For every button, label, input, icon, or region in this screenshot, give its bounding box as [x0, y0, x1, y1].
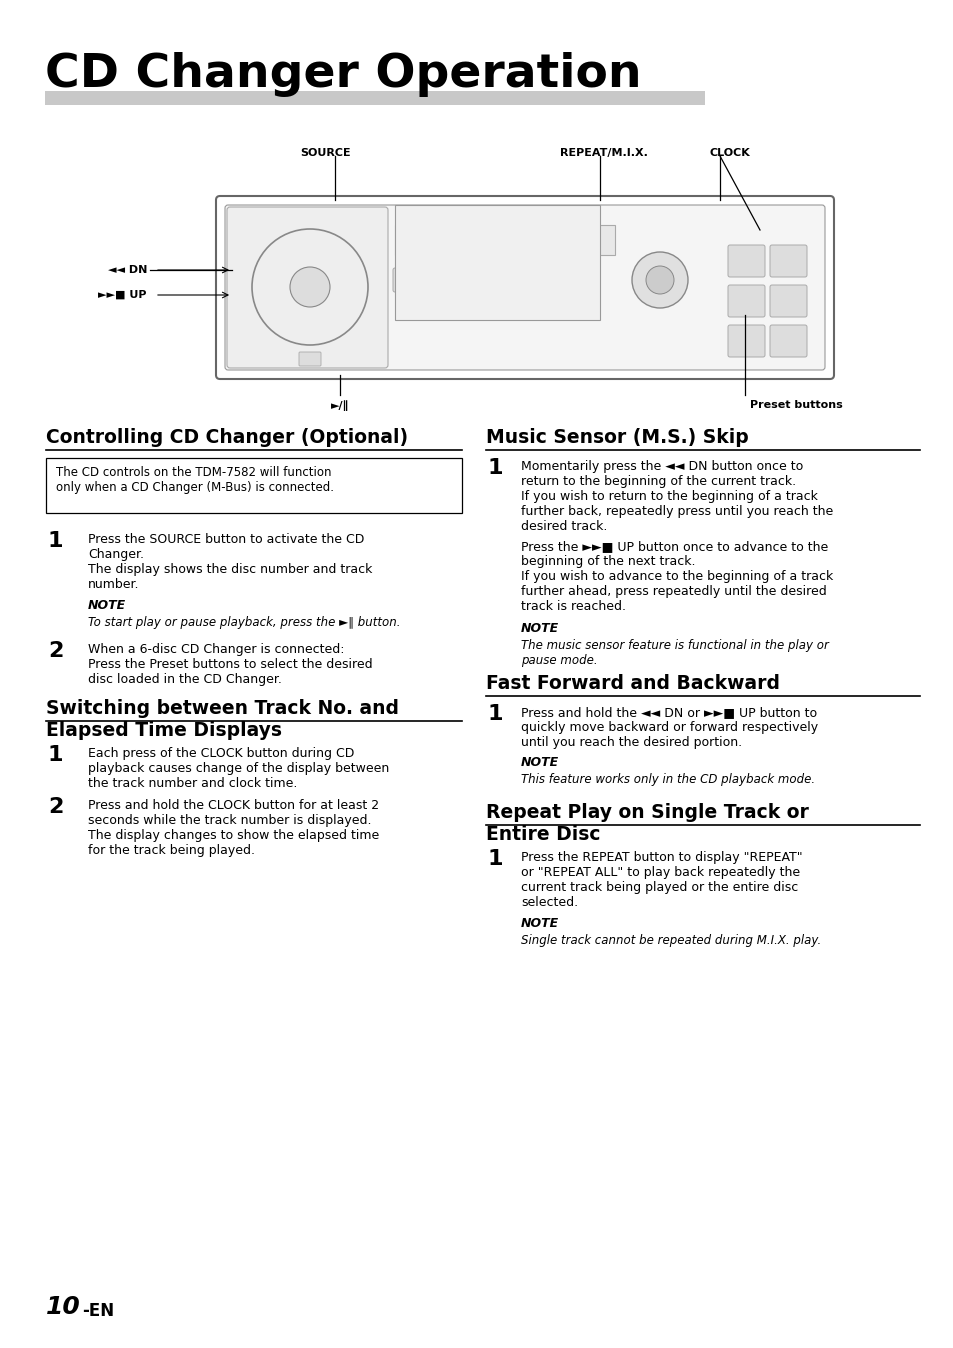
Text: 2: 2 [48, 642, 63, 661]
Text: CD Changer Operation: CD Changer Operation [45, 53, 641, 97]
Text: 1: 1 [48, 745, 64, 766]
FancyBboxPatch shape [727, 245, 764, 276]
Circle shape [290, 267, 330, 307]
Text: ◄◄ DN: ◄◄ DN [108, 266, 147, 275]
Text: -EN: -EN [82, 1302, 114, 1320]
Text: This feature works only in the CD playback mode.: This feature works only in the CD playba… [520, 772, 814, 786]
Circle shape [631, 252, 687, 307]
FancyBboxPatch shape [395, 225, 615, 255]
FancyBboxPatch shape [215, 195, 833, 379]
Text: 1: 1 [488, 458, 503, 479]
Text: Momentarily press the ◄◄ DN button once to
return to the beginning of the curren: Momentarily press the ◄◄ DN button once … [520, 460, 832, 532]
Text: The CD controls on the TDM-7582 will function
only when a CD Changer (M-Bus) is : The CD controls on the TDM-7582 will fun… [56, 466, 334, 493]
FancyBboxPatch shape [442, 268, 484, 293]
Text: REPEAT/M.I.X.: REPEAT/M.I.X. [559, 148, 647, 158]
Text: ►/∥: ►/∥ [331, 400, 349, 411]
FancyBboxPatch shape [393, 268, 435, 293]
Text: NOTE: NOTE [520, 917, 558, 930]
Text: NOTE: NOTE [520, 756, 558, 768]
Text: 1: 1 [488, 849, 503, 869]
FancyBboxPatch shape [769, 245, 806, 276]
Text: NOTE: NOTE [88, 599, 126, 612]
FancyBboxPatch shape [727, 325, 764, 357]
Text: Each press of the CLOCK button during CD
playback causes change of the display b: Each press of the CLOCK button during CD… [88, 747, 389, 790]
FancyBboxPatch shape [227, 208, 388, 368]
Circle shape [645, 266, 673, 294]
Text: Press and hold the ◄◄ DN or ►►■ UP button to
quickly move backward or forward re: Press and hold the ◄◄ DN or ►►■ UP butto… [520, 706, 818, 749]
Text: Controlling CD Changer (Optional): Controlling CD Changer (Optional) [46, 429, 408, 448]
Text: Repeat Play on Single Track or
Entire Disc: Repeat Play on Single Track or Entire Di… [485, 803, 808, 844]
Text: 1: 1 [48, 531, 64, 551]
Text: The music sensor feature is functional in the play or
pause mode.: The music sensor feature is functional i… [520, 639, 828, 667]
Text: Fast Forward and Backward: Fast Forward and Backward [485, 674, 780, 693]
Text: CLOCK: CLOCK [709, 148, 750, 158]
Text: 2: 2 [48, 797, 63, 817]
Text: Music Sensor (M.S.) Skip: Music Sensor (M.S.) Skip [485, 429, 748, 448]
FancyBboxPatch shape [298, 352, 320, 367]
FancyBboxPatch shape [769, 325, 806, 357]
FancyBboxPatch shape [395, 205, 599, 319]
Text: Single track cannot be repeated during M.I.X. play.: Single track cannot be repeated during M… [520, 934, 821, 948]
Text: Press the SOURCE button to activate the CD
Changer.
The display shows the disc n: Press the SOURCE button to activate the … [88, 532, 372, 590]
Text: 1: 1 [488, 704, 503, 724]
Text: 10: 10 [46, 1295, 81, 1318]
Text: Press and hold the CLOCK button for at least 2
seconds while the track number is: Press and hold the CLOCK button for at l… [88, 799, 379, 857]
Text: Press the ►►■ UP button once to advance to the
beginning of the next track.
If y: Press the ►►■ UP button once to advance … [520, 541, 832, 613]
FancyBboxPatch shape [225, 205, 824, 369]
Text: Preset buttons: Preset buttons [749, 400, 841, 410]
Text: SOURCE: SOURCE [299, 148, 351, 158]
FancyBboxPatch shape [769, 284, 806, 317]
Text: To start play or pause playback, press the ►∥ button.: To start play or pause playback, press t… [88, 616, 400, 630]
Text: ►►■ UP: ►►■ UP [98, 290, 147, 301]
FancyBboxPatch shape [727, 284, 764, 317]
Text: Press the REPEAT button to display "REPEAT"
or "REPEAT ALL" to play back repeate: Press the REPEAT button to display "REPE… [520, 851, 801, 909]
Text: When a 6-disc CD Changer is connected:
Press the Preset buttons to select the de: When a 6-disc CD Changer is connected: P… [88, 643, 373, 686]
FancyBboxPatch shape [493, 268, 535, 293]
FancyBboxPatch shape [45, 92, 704, 105]
Text: NOTE: NOTE [520, 621, 558, 635]
FancyBboxPatch shape [46, 458, 461, 514]
Text: Switching between Track No. and
Elapsed Time Displays: Switching between Track No. and Elapsed … [46, 700, 398, 740]
